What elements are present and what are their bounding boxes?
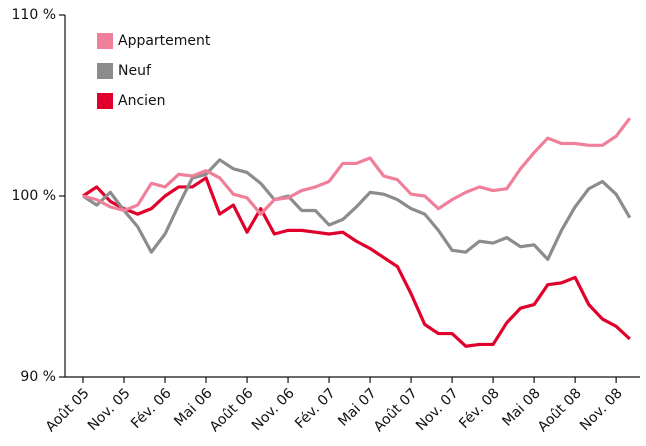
- series-line: [82, 117, 632, 216]
- x-tick-label: Nov. 05: [85, 385, 134, 434]
- legend-swatch: [97, 63, 113, 79]
- legend-swatch: [97, 33, 113, 49]
- x-tick-label: Août 08: [535, 385, 585, 435]
- y-tick-label: 90 %: [20, 369, 56, 385]
- series-line: [82, 176, 631, 348]
- x-tick-label: Août 07: [371, 385, 421, 435]
- legend-label: Neuf: [118, 63, 152, 79]
- legend-label: Ancien: [118, 93, 166, 109]
- y-tick-label: 110 %: [12, 7, 56, 23]
- legend-swatch: [97, 93, 113, 109]
- x-tick-label: Fév. 06: [128, 385, 175, 432]
- legend-label: Appartement: [118, 33, 211, 49]
- x-tick-label: Août 05: [43, 385, 93, 435]
- x-tick-label: Nov. 06: [249, 385, 298, 434]
- x-tick-label: Nov. 08: [577, 385, 626, 434]
- y-tick-label: 100 %: [12, 188, 56, 204]
- x-tick-label: Août 06: [207, 385, 257, 435]
- x-tick-label: Fév. 08: [456, 385, 503, 432]
- x-tick-label: Fév. 07: [292, 385, 339, 432]
- series-line: [82, 158, 632, 261]
- x-tick-label: Nov. 07: [413, 385, 462, 434]
